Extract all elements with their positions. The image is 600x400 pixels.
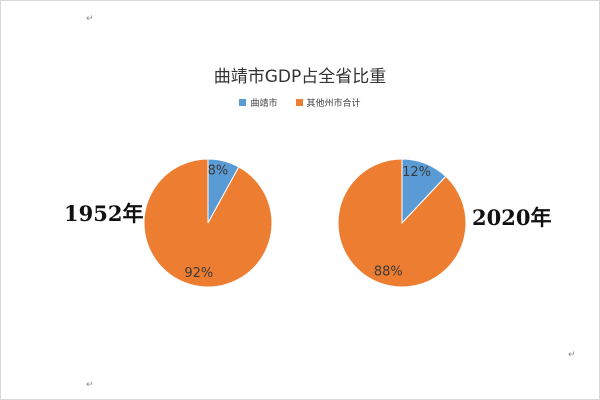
pie-1-slice-0-label: 12% <box>402 165 431 180</box>
pie-1-slice-1 <box>337 158 467 288</box>
chart-title: 曲靖市GDP占全省比重 <box>213 67 387 87</box>
pie-label-1952: 1952年 <box>64 201 144 226</box>
pie-1-slice-1-label: 88% <box>374 265 403 280</box>
pie-0-slice-1 <box>143 158 273 288</box>
legend-label-qujing: 曲靖市 <box>250 99 278 109</box>
legend-swatch-others <box>295 99 303 106</box>
paragraph-mark-bottom: ↵ <box>86 380 94 390</box>
chart-legend: 曲靖市 其他州市合计 <box>0 96 600 109</box>
legend-label-others: 其他州市合计 <box>306 99 361 109</box>
legend-item-qujing: 曲靖市 <box>239 96 278 109</box>
pie-label-2020: 2020年 <box>472 205 552 230</box>
legend-swatch-qujing <box>239 99 247 106</box>
paragraph-mark-right: ↵ <box>568 350 576 360</box>
paragraph-mark-top: ↵ <box>86 14 94 24</box>
pie-0-slice-0-label: 8% <box>208 164 229 179</box>
pie-0-slice-1-label: 92% <box>184 266 213 281</box>
legend-item-others: 其他州市合计 <box>295 96 361 109</box>
